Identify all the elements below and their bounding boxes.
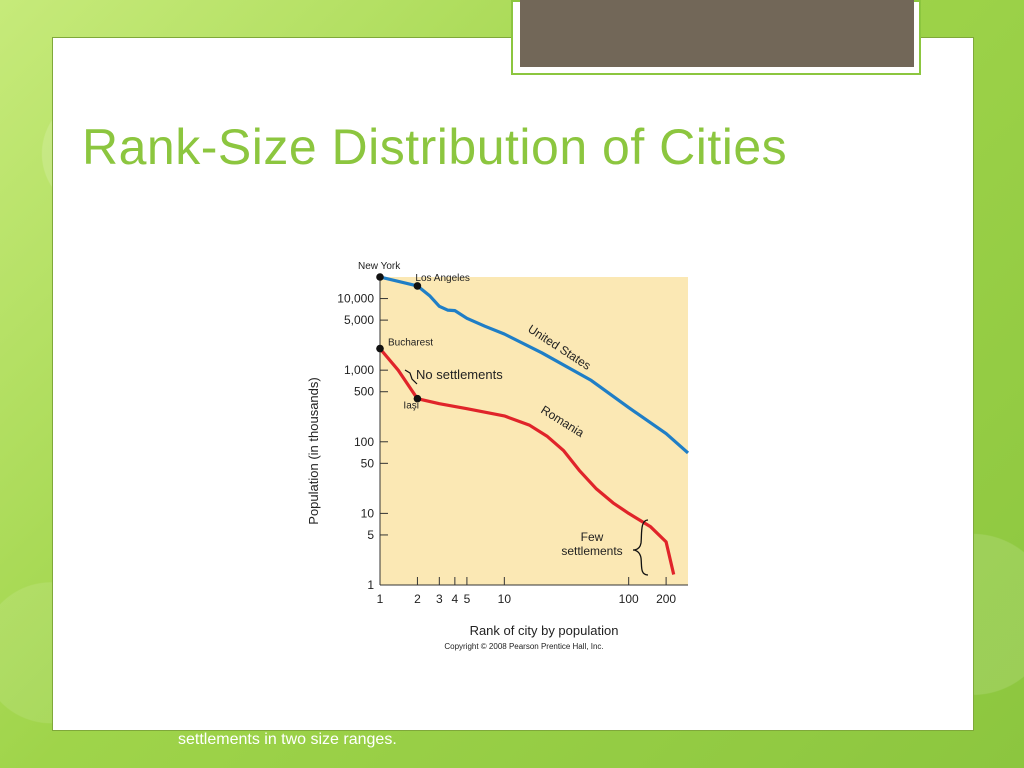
header-tab-fill [520, 0, 914, 67]
city-label: Iaşi [403, 401, 419, 412]
x-tick-label: 3 [436, 592, 443, 606]
slide-title: Rank-Size Distribution of Cities [82, 119, 788, 175]
city-point [376, 344, 384, 353]
x-tick-label: 2 [414, 592, 421, 606]
city-point [413, 394, 422, 403]
x-tick-label: 100 [619, 592, 639, 606]
few-settlements-label-line1: Few [581, 530, 604, 544]
plot-area [380, 277, 688, 585]
y-tick-label: 100 [354, 435, 374, 449]
y-axis-label: Population (in thousands) [306, 377, 321, 524]
few-settlements-brace [632, 519, 649, 576]
city-point [413, 282, 422, 290]
y-tick-label: 50 [361, 456, 375, 470]
x-tick-label: 10 [498, 592, 512, 606]
y-tick-label: 5 [367, 528, 374, 542]
series-line-romania [378, 347, 676, 575]
city-point [376, 273, 384, 281]
x-axis-label: Rank of city by population [470, 623, 619, 638]
city-label: New York [358, 261, 401, 272]
few-settlements-label-line2: settlements [561, 544, 622, 558]
y-tick-label: 10 [361, 506, 375, 520]
y-tick-label: 1 [367, 578, 374, 592]
y-tick-label: 10,000 [337, 292, 374, 306]
chart-copyright: Copyright © 2008 Pearson Prentice Hall, … [444, 642, 603, 651]
no-settlements-label: No settlements [416, 367, 503, 382]
series-line-united-states [379, 275, 690, 455]
no-settlements-pointer [404, 369, 418, 385]
y-tick-label: 5,000 [344, 313, 374, 327]
y-tick-label: 500 [354, 385, 374, 399]
x-tick-label: 200 [656, 592, 676, 606]
footer-text: settlements in two size ranges. [178, 731, 397, 748]
city-label: Bucharest [388, 338, 433, 349]
x-tick-label: 5 [464, 592, 471, 606]
x-tick-label: 4 [452, 592, 459, 606]
y-tick-label: 1,000 [344, 363, 374, 377]
city-label: Los Angeles [415, 273, 470, 284]
x-tick-label: 1 [377, 592, 384, 606]
